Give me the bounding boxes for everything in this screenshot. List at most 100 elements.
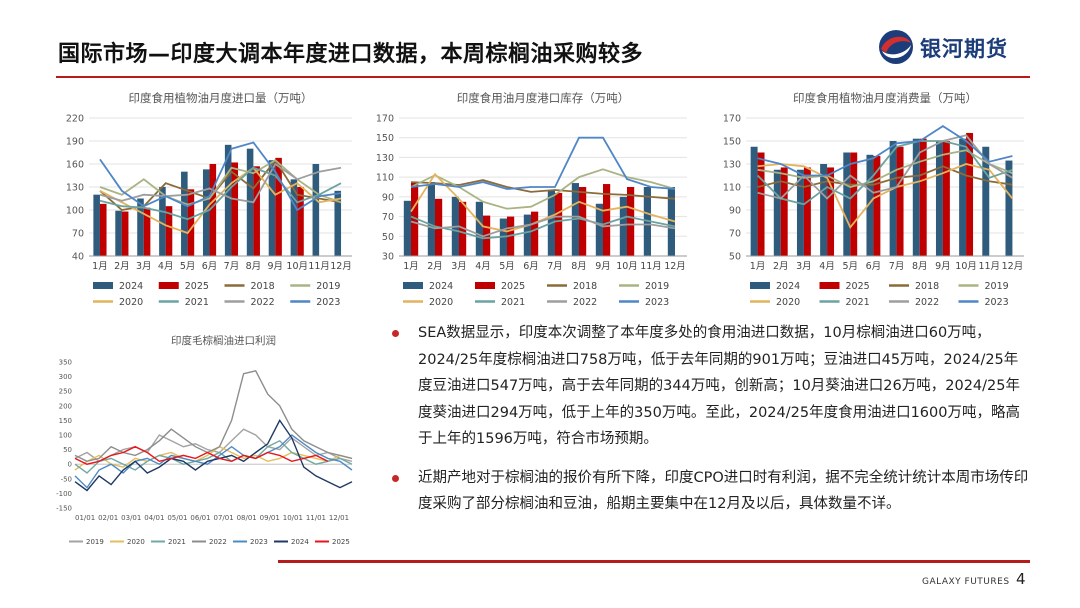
x-tick-label: 08/01 xyxy=(237,514,257,522)
bar-2025 xyxy=(531,211,539,256)
y-tick-label: 150 xyxy=(59,417,72,425)
x-tick-label: 6月 xyxy=(202,261,218,272)
y-tick-label: 170 xyxy=(723,114,741,125)
bar-2025 xyxy=(803,167,811,256)
bar-2024 xyxy=(181,171,188,256)
bullet-text: 近期产地对于棕榈油的报价有所下降，印度CPO进口时有利润，据不完全统计统计本周市… xyxy=(418,469,1029,513)
x-tick-label: 11月 xyxy=(640,261,662,272)
bar-2025 xyxy=(942,141,950,256)
bar-2024 xyxy=(159,187,166,256)
x-tick-label: 06/01 xyxy=(190,514,210,522)
legend-label-2023: 2023 xyxy=(985,297,1009,308)
bar-2024 xyxy=(403,200,411,256)
x-tick-label: 3月 xyxy=(136,261,152,272)
x-tick-label: 7月 xyxy=(224,261,240,272)
legend-label-2022: 2022 xyxy=(915,297,939,308)
line-2023 xyxy=(757,125,1013,177)
line-2022 xyxy=(99,162,342,204)
line-2018 xyxy=(757,165,1013,188)
x-tick-label: 4月 xyxy=(158,261,174,272)
bar-2024 xyxy=(290,179,298,256)
x-tick-label: 10月 xyxy=(286,261,308,272)
line-2020 xyxy=(410,172,676,233)
bar-2025 xyxy=(966,132,974,256)
y-tick-label: 30 xyxy=(382,252,394,263)
x-tick-label: 4月 xyxy=(475,261,491,272)
chart-title: 印度食用油月度港口库存（万吨） xyxy=(457,91,630,105)
bar-2025 xyxy=(579,187,587,256)
x-tick-label: 07/01 xyxy=(214,514,234,522)
bar-2025 xyxy=(231,162,239,256)
bar-2025 xyxy=(555,192,563,256)
bar-2025 xyxy=(919,138,927,256)
legend-label-2021: 2021 xyxy=(185,297,209,308)
y-tick-label: 70 xyxy=(729,229,741,240)
y-tick-label: -50 xyxy=(61,475,72,483)
header-rule xyxy=(56,76,1030,78)
x-tick-label: 2月 xyxy=(773,261,789,272)
bar-2024 xyxy=(268,160,276,256)
x-tick-label: 10月 xyxy=(616,261,638,272)
legend-label-2020: 2020 xyxy=(776,297,800,308)
legend-label-2019: 2019 xyxy=(645,281,669,292)
x-tick-label: 2月 xyxy=(114,261,130,272)
y-tick-label: -100 xyxy=(56,490,72,498)
x-tick-label: 5月 xyxy=(842,261,858,272)
bar-2024 xyxy=(619,196,627,256)
legend-label-2021: 2021 xyxy=(501,297,525,308)
x-tick-label: 3月 xyxy=(451,261,467,272)
legend-label-2018: 2018 xyxy=(573,281,597,292)
brand-logo: 银河期货 xyxy=(876,27,1046,67)
x-tick-label: 7月 xyxy=(889,261,905,272)
legend-label-2019: 2019 xyxy=(316,281,340,292)
bar-2025 xyxy=(187,189,195,256)
bar-2025 xyxy=(827,167,835,256)
x-tick-label: 1月 xyxy=(403,261,419,272)
bar-2024 xyxy=(1005,160,1013,256)
bullet-dot-icon xyxy=(392,474,399,482)
bar-2025 xyxy=(253,166,260,256)
bar-2024 xyxy=(312,164,320,256)
bar-2025 xyxy=(165,206,173,256)
line-2023 xyxy=(410,136,676,190)
profit-line-2020 xyxy=(74,445,353,471)
footer-rule xyxy=(278,560,1030,563)
legend-label-2025: 2025 xyxy=(332,538,350,546)
x-tick-label: 09/01 xyxy=(260,514,280,522)
x-tick-label: 7月 xyxy=(547,261,563,272)
bar-2024 xyxy=(796,169,804,256)
bullet-item: 近期产地对于棕榈油的报价有所下降，印度CPO进口时有利润，据不完全统计统计本周市… xyxy=(392,465,1032,518)
bar-2025 xyxy=(850,152,858,256)
y-tick-label: 110 xyxy=(723,183,741,194)
x-tick-label: 10月 xyxy=(955,261,977,272)
x-tick-label: 1月 xyxy=(750,261,766,272)
x-tick-label: 9月 xyxy=(595,261,611,272)
x-tick-label: 2月 xyxy=(427,261,443,272)
profit-chart: 印度毛棕榈油进口利润 -150 -100 -50 0 50 100 150 200 250 300 3… xyxy=(56,334,353,546)
bar-2024 xyxy=(889,141,897,256)
bar-2024 xyxy=(202,169,210,256)
bar-2025 xyxy=(297,187,304,256)
legend-swatch-2024 xyxy=(93,282,113,289)
x-tick-label: 11月 xyxy=(978,261,1000,272)
x-tick-label: 12月 xyxy=(1002,261,1024,272)
bar-2024 xyxy=(750,146,758,256)
y-tick-label: 100 xyxy=(66,206,84,217)
legend-label-2021: 2021 xyxy=(846,297,870,308)
bar-2025 xyxy=(757,152,765,256)
bar-2024 xyxy=(935,141,943,256)
legend-swatch-2025 xyxy=(158,282,179,289)
bar-2025 xyxy=(143,207,151,256)
bar-2024 xyxy=(982,146,990,256)
y-tick-label: 190 xyxy=(66,137,84,148)
legend-label-2024: 2024 xyxy=(776,281,800,292)
profit-line-2024 xyxy=(74,419,353,492)
page-number: 4 xyxy=(1016,570,1026,588)
y-tick-label: 160 xyxy=(66,160,84,171)
y-tick-label: 70 xyxy=(72,229,84,240)
legend-label-2021: 2021 xyxy=(168,538,186,546)
port-stock-chart: 印度食用油月度港口库存（万吨） 30 50 70 90 110 130 150 170 1月 2月 3… xyxy=(376,91,687,308)
x-tick-label: 11/01 xyxy=(306,514,326,522)
bar-2025 xyxy=(209,164,217,256)
y-tick-label: 200 xyxy=(59,402,72,410)
